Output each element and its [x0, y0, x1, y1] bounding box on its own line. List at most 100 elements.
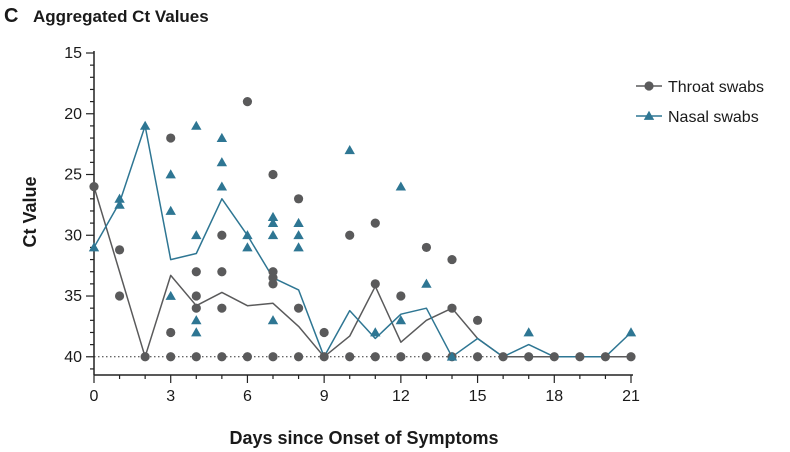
- x-axis-title: Days since Onset of Symptoms: [229, 428, 498, 448]
- throat-point: [447, 303, 457, 313]
- y-tick-label: 15: [64, 45, 82, 62]
- throat-point: [396, 291, 406, 301]
- tick-labels: 15 20 25 30 35 40 0 3 6 9 12 15 18 21: [64, 45, 640, 405]
- nasal-point: [216, 132, 228, 142]
- nasal-point: [446, 351, 458, 361]
- throat-point: [166, 327, 176, 338]
- nasal-point: [88, 242, 100, 252]
- legend-label: Nasal swabs: [668, 109, 759, 126]
- throat-point: [293, 352, 304, 362]
- y-tick-label: 40: [64, 349, 82, 366]
- y-tick-label: 25: [64, 167, 82, 184]
- throat-point: [524, 352, 534, 362]
- throat-point: [626, 352, 636, 362]
- nasal-point: [293, 230, 304, 240]
- x-tick-label: 6: [243, 388, 252, 405]
- throat-point: [549, 352, 559, 362]
- throat-point: [293, 303, 304, 313]
- x-tick-label: 12: [392, 388, 410, 405]
- throat-point: [191, 303, 201, 313]
- nasal-point: [165, 169, 176, 179]
- axes: [86, 51, 633, 383]
- throat-point: [472, 315, 483, 325]
- nasal-point: [216, 181, 228, 191]
- throat-point: [421, 242, 432, 253]
- throat-point: [447, 254, 457, 265]
- throat-point: [421, 352, 432, 362]
- nasal-point: [267, 230, 279, 240]
- throat-point: [345, 230, 355, 240]
- throat-point: [472, 352, 483, 362]
- throat-point: [217, 230, 227, 240]
- nasal-point: [625, 327, 637, 337]
- nasal-point: [165, 205, 176, 215]
- throat-point: [140, 352, 150, 362]
- throat-point: [345, 352, 355, 362]
- throat-point: [293, 194, 304, 204]
- nasal-point: [267, 315, 279, 325]
- nasal-point: [293, 217, 304, 228]
- x-tick-label: 21: [622, 388, 640, 405]
- throat-point: [370, 352, 380, 362]
- throat-point: [370, 279, 380, 289]
- throat-point: [191, 291, 201, 301]
- throat-point: [319, 327, 329, 338]
- throat-point: [217, 303, 227, 313]
- throat-point: [217, 352, 227, 362]
- y-axis-title: Ct Value: [20, 176, 40, 247]
- throat-point: [191, 267, 201, 277]
- data-points: [88, 97, 637, 362]
- nasal-mean-line: [93, 125, 632, 358]
- nasal-point: [523, 327, 534, 337]
- throat-point: [114, 291, 125, 301]
- y-tick-label: 35: [64, 288, 82, 305]
- nasal-point: [421, 278, 432, 288]
- legend-label: Throat swabs: [668, 79, 764, 96]
- throat-point: [268, 169, 278, 180]
- legend-circle-marker: [644, 81, 654, 91]
- nasal-point: [293, 242, 304, 252]
- throat-point: [191, 352, 201, 362]
- throat-point: [268, 279, 278, 289]
- mean-lines: [93, 125, 632, 358]
- nasal-point: [370, 327, 381, 337]
- nasal-point: [395, 315, 407, 325]
- nasal-point: [191, 327, 202, 337]
- nasal-point: [242, 242, 253, 252]
- x-tick-label: 18: [545, 388, 563, 405]
- throat-point: [242, 352, 253, 362]
- x-tick-label: 15: [469, 388, 487, 405]
- throat-point: [114, 245, 125, 255]
- throat-point: [242, 97, 253, 107]
- nasal-point: [191, 120, 202, 130]
- panel-letter: C: [4, 5, 18, 27]
- nasal-point: [267, 217, 279, 228]
- nasal-point: [216, 157, 228, 167]
- throat-point: [600, 352, 611, 362]
- throat-point: [370, 218, 380, 228]
- throat-point: [217, 267, 227, 277]
- nasal-point: [165, 290, 176, 300]
- throat-point: [166, 352, 176, 362]
- nasal-point: [395, 181, 407, 191]
- throat-point: [396, 352, 406, 362]
- throat-point: [268, 352, 278, 362]
- x-tick-label: 9: [320, 388, 329, 405]
- legend-triangle-marker: [643, 110, 655, 120]
- throat-point: [498, 352, 508, 362]
- y-tick-label: 30: [64, 227, 82, 244]
- nasal-point: [267, 211, 279, 221]
- nasal-point: [114, 199, 125, 209]
- nasal-point: [242, 230, 253, 240]
- throat-point: [89, 182, 99, 192]
- legend: Throat swabs Nasal swabs: [636, 79, 764, 126]
- y-tick-label: 20: [64, 106, 82, 123]
- nasal-point: [344, 145, 355, 155]
- nasal-point: [114, 193, 125, 203]
- nasal-point: [191, 230, 202, 240]
- panel-title: Aggregated Ct Values: [33, 7, 209, 26]
- throat-point: [166, 133, 176, 143]
- throat-point: [319, 352, 329, 362]
- nasal-point: [191, 315, 202, 325]
